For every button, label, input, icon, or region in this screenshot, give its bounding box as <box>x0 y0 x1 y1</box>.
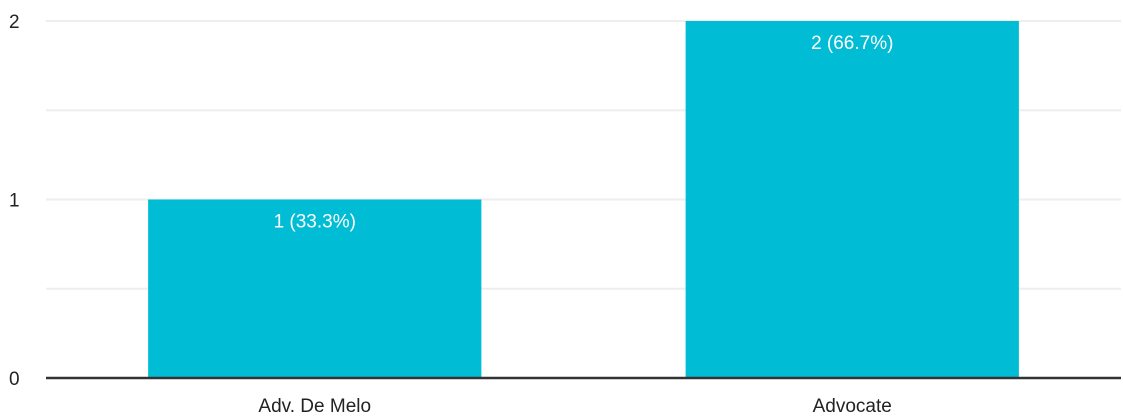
bar-advocate[interactable] <box>685 21 1019 378</box>
bar-adv-de-melo[interactable] <box>148 199 482 379</box>
x-tick-label: Adv. De Melo <box>258 396 371 416</box>
labels: 1 (33.3%) Adv. De Melo 2 (66.7%) Advocate 0 1… <box>9 12 893 416</box>
bars <box>148 21 1019 378</box>
y-tick-label: 2 <box>9 12 20 33</box>
data-label: 1 (33.3%) <box>274 212 356 233</box>
y-tick-label: 1 <box>9 191 20 212</box>
data-label: 2 (66.7%) <box>811 33 893 54</box>
x-tick-label: Advocate <box>813 396 892 416</box>
y-tick-label: 0 <box>9 369 20 390</box>
